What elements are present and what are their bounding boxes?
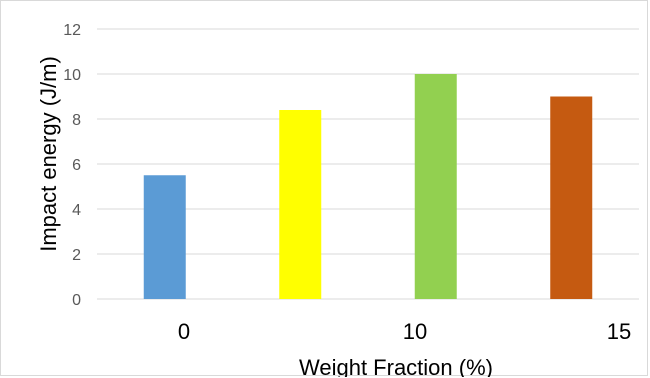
y-tick-label: 6 bbox=[72, 157, 81, 174]
x-tick-label: 0 bbox=[178, 319, 190, 344]
y-tick-label: 4 bbox=[72, 202, 81, 219]
x-tick-label: 15 bbox=[607, 319, 631, 344]
bar-2 bbox=[414, 74, 457, 299]
y-tick-labels: 0 2 4 6 8 10 12 bbox=[63, 22, 81, 309]
y-tick-label: 12 bbox=[63, 22, 81, 39]
x-tick-label: 10 bbox=[403, 319, 427, 344]
bar-0 bbox=[143, 175, 186, 299]
x-axis-title: Weight Fraction (%) bbox=[299, 355, 493, 377]
y-tick-label: 10 bbox=[63, 67, 81, 84]
y-tick-label: 2 bbox=[72, 247, 81, 264]
y-tick-label: 8 bbox=[72, 112, 81, 129]
bar-3 bbox=[550, 96, 593, 299]
y-tick-label: 0 bbox=[72, 292, 81, 309]
y-axis-title: Impact energy (J/m) bbox=[36, 56, 61, 252]
x-tick-labels: 0 10 15 bbox=[178, 319, 631, 344]
bar-1 bbox=[279, 110, 322, 299]
bars bbox=[143, 74, 593, 299]
gridlines bbox=[97, 28, 639, 300]
